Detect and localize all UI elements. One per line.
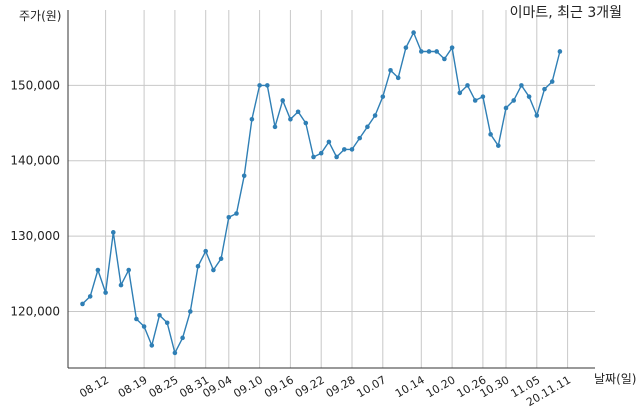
data-point (503, 105, 509, 111)
data-point (496, 143, 501, 148)
data-point (434, 49, 440, 54)
data-point (411, 30, 416, 35)
y-tick-label: 120,000 (10, 304, 60, 318)
x-axis-title: 날짜(일) (594, 372, 636, 386)
series-line (80, 30, 563, 356)
data-point (449, 45, 455, 50)
data-point (157, 312, 162, 318)
data-point (326, 139, 332, 145)
data-point (188, 309, 193, 314)
y-tick-label: 140,000 (10, 154, 60, 168)
y-axis-title: 주가(원) (19, 9, 61, 23)
data-point (295, 109, 301, 115)
data-point (164, 320, 170, 326)
data-point (103, 290, 108, 295)
data-point (388, 67, 393, 73)
chart-title: 이마트, 최근 3개월 (510, 5, 622, 21)
data-point (234, 211, 239, 216)
tick-labels: 08.12 08.1908.2508.3109.0409.1009.1609.22… (10, 78, 573, 409)
data-point (419, 49, 424, 54)
x-tick-label: 09.22 (293, 373, 327, 400)
data-point (542, 86, 547, 92)
data-point (80, 301, 85, 307)
x-tick-label: 09.16 (262, 373, 296, 400)
data-point (172, 350, 178, 356)
data-point (365, 124, 370, 130)
data-point (465, 83, 470, 88)
data-point (218, 256, 224, 262)
data-point (311, 154, 316, 160)
data-point (118, 282, 124, 288)
x-tick-label: 08.19 (116, 373, 150, 400)
data-point (526, 94, 532, 99)
data-point (195, 263, 201, 269)
data-point (249, 116, 255, 122)
y-tick-label: 130,000 (10, 229, 60, 243)
data-point (149, 343, 155, 348)
x-tick-label: 10.20 (424, 373, 458, 400)
data-point (95, 267, 101, 273)
data-point (442, 56, 447, 62)
data-point (318, 150, 324, 156)
data-point (257, 83, 262, 88)
data-point (280, 98, 286, 103)
y-tick-label: 150,000 (10, 78, 60, 92)
data-point (349, 147, 355, 152)
data-point (395, 75, 401, 81)
x-tick-label: 10.07 (355, 373, 389, 400)
data-point (241, 173, 247, 179)
data-point (511, 98, 516, 103)
data-point (519, 83, 524, 88)
x-tick-label: 09.10 (231, 373, 265, 400)
data-point (211, 267, 216, 273)
data-point (126, 267, 131, 273)
data-point (141, 324, 147, 329)
data-point (180, 335, 185, 341)
data-point (380, 94, 386, 99)
data-point (357, 135, 363, 141)
axes (67, 10, 595, 369)
data-point (334, 154, 339, 160)
data-point (472, 98, 478, 103)
data-point (226, 214, 232, 220)
data-point (288, 116, 293, 122)
data-point (549, 79, 555, 84)
data-point (372, 113, 378, 118)
data-point (342, 147, 347, 152)
data-point (203, 248, 208, 254)
data-point (403, 45, 409, 50)
data-point (111, 230, 116, 235)
data-point (488, 132, 493, 137)
data-point (87, 294, 93, 299)
data-point (303, 120, 309, 126)
data-point (480, 94, 486, 99)
x-tick-label: 08.25 (147, 373, 181, 400)
data-point (265, 83, 270, 88)
data-point (426, 49, 432, 54)
data-point (534, 113, 540, 118)
x-tick-label: 10.14 (393, 373, 427, 400)
data-point (457, 90, 463, 96)
data-point (134, 316, 139, 322)
x-tick-label: 08.12 (77, 373, 111, 400)
data-point (272, 124, 278, 130)
x-tick-label: 09.28 (324, 373, 358, 400)
grid (68, 10, 595, 368)
data-point (557, 49, 563, 54)
